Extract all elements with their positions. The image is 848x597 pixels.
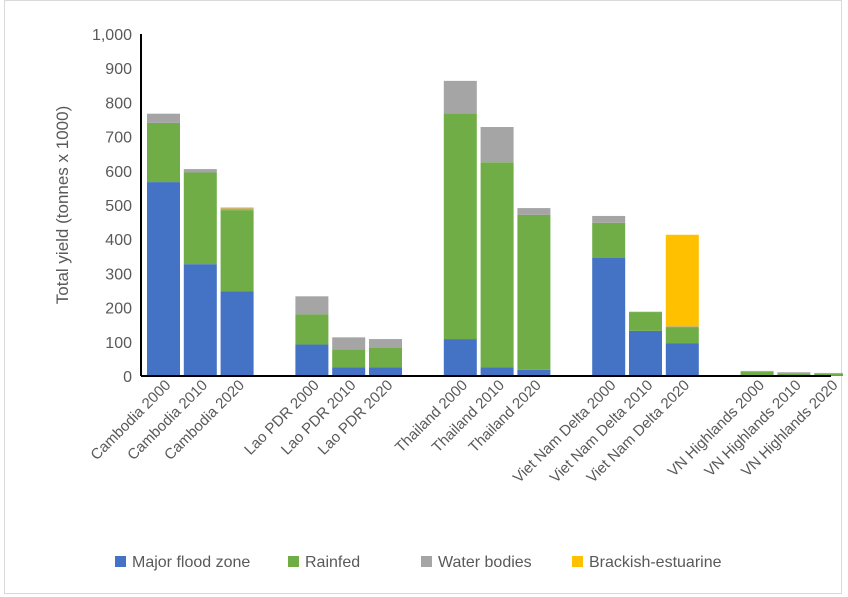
- y-tick-label: 0: [123, 369, 132, 386]
- bar-segment: [295, 296, 329, 315]
- bar-segment: [480, 367, 514, 376]
- bar-segment: [480, 162, 514, 368]
- bar-segment: [517, 208, 551, 215]
- bars: [147, 80, 843, 376]
- legend-label: Major flood zone: [132, 554, 250, 571]
- bar-segment: [147, 113, 180, 123]
- y-axis-title-group: Total yield (tonnes x 1000): [53, 106, 72, 304]
- bar-segment: [629, 330, 662, 376]
- bar-segment: [740, 370, 774, 372]
- y-tick-label: 200: [105, 301, 132, 318]
- y-tick-label: 900: [105, 61, 132, 78]
- bar-segment: [183, 264, 217, 376]
- bar-segment: [665, 326, 699, 328]
- legend: Major flood zone Rainfed Water bodies Brack…: [115, 554, 722, 571]
- chart-frame: Total yield (tonnes x 1000) 0 100 200 300 40…: [4, 0, 843, 594]
- bar-segment: [332, 337, 366, 350]
- bar-segment: [665, 234, 699, 327]
- bar-segment: [517, 369, 551, 376]
- bar-segment: [295, 344, 329, 376]
- bar-segment: [443, 339, 477, 376]
- y-tick-label: 1,000: [92, 27, 132, 44]
- bar-segment: [592, 215, 626, 223]
- bar-segment: [369, 367, 402, 376]
- y-tick-label: 400: [105, 232, 132, 249]
- bar-segment: [740, 371, 774, 376]
- y-axis-title: Total yield (tonnes x 1000): [53, 106, 72, 304]
- y-tick-label: 300: [105, 266, 132, 283]
- bar-segment: [183, 172, 217, 265]
- bar-segment: [814, 373, 843, 376]
- stacked-bar-chart: Total yield (tonnes x 1000) 0 100 200 300 40…: [53, 27, 843, 571]
- legend-swatch: [288, 556, 299, 567]
- bar-segment: [592, 258, 626, 376]
- bar-segment: [332, 349, 366, 368]
- y-tick-label: 100: [105, 335, 132, 352]
- bar-segment: [777, 372, 811, 374]
- bar-segment: [369, 339, 402, 348]
- bar-segment: [369, 347, 402, 368]
- bar-segment: [220, 207, 254, 209]
- bar-segment: [629, 312, 662, 331]
- bar-segment: [517, 214, 551, 370]
- bar-segment: [665, 327, 699, 344]
- y-tick-label: 500: [105, 198, 132, 215]
- y-tick-labels: 0 100 200 300 400 500 600 700 800 900 1,000: [92, 27, 132, 386]
- y-tick-label: 700: [105, 130, 132, 147]
- bar-segment: [332, 367, 366, 376]
- bar-segment: [480, 127, 514, 163]
- bar-segment: [443, 113, 477, 340]
- bar-segment: [147, 182, 180, 376]
- bar-segment: [220, 210, 254, 292]
- bar-segment: [665, 343, 699, 376]
- bar-segment: [443, 80, 477, 114]
- bar-segment: [295, 314, 329, 345]
- bar-segment: [220, 208, 254, 211]
- legend-swatch: [421, 556, 432, 567]
- y-tick-label: 800: [105, 95, 132, 112]
- legend-label: Rainfed: [305, 554, 360, 571]
- y-tick-label: 600: [105, 164, 132, 181]
- bar-segment: [592, 222, 626, 259]
- legend-swatch: [572, 556, 583, 567]
- axes: [140, 34, 831, 377]
- bar-segment: [814, 372, 843, 374]
- legend-label: Water bodies: [438, 554, 532, 571]
- legend-label: Brackish-estuarine: [589, 554, 722, 571]
- bar-segment: [147, 122, 180, 183]
- bar-segment: [777, 373, 811, 376]
- legend-swatch: [115, 556, 126, 567]
- bar-segment: [183, 169, 217, 173]
- bar-segment: [220, 291, 254, 376]
